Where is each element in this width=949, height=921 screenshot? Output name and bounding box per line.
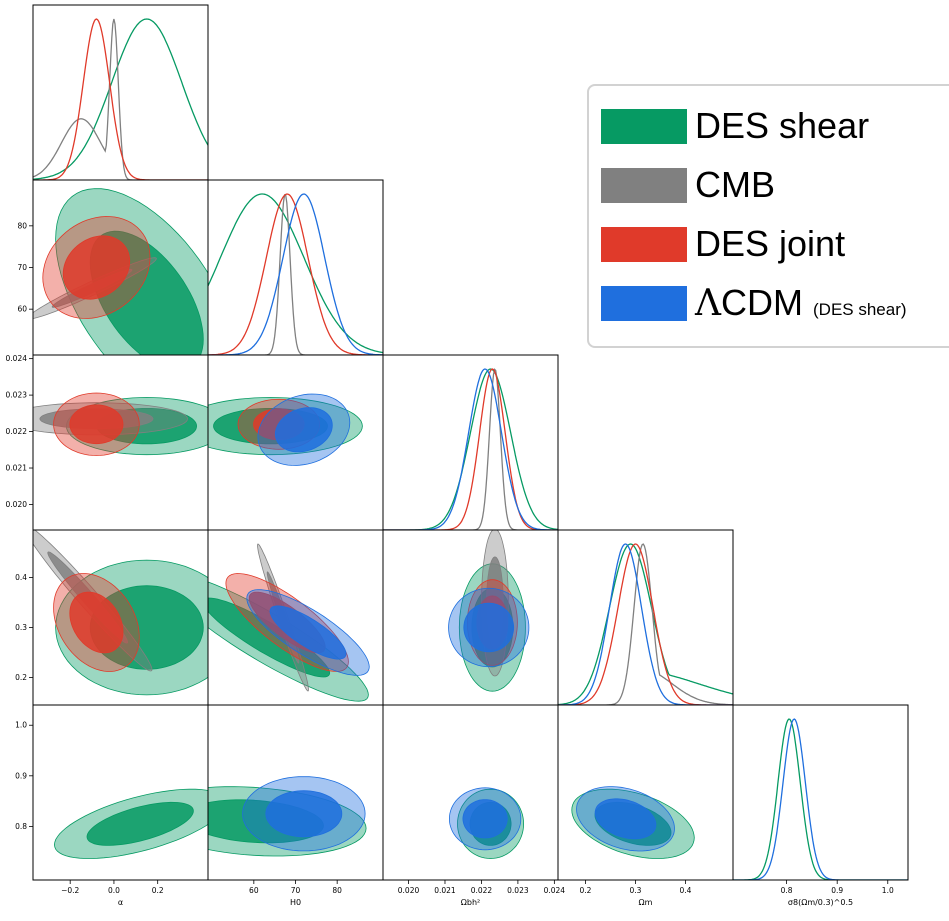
x-tick-label-ombh2: 0.023 xyxy=(507,886,529,895)
marginal-cdm-des-shear-S8 xyxy=(733,718,908,880)
contour-cdm-des-shear-Om-ombh2 xyxy=(448,587,530,668)
marginal-des-shear-Om xyxy=(558,543,733,705)
contour-des-joint-H0-alpha xyxy=(42,216,151,319)
y-tick-label-S8: 0.9 xyxy=(15,771,27,780)
legend-label-des-joint: DES joint xyxy=(695,223,846,264)
x-axis-label-S8: σ8(Ωm/0.3)^0.5 xyxy=(788,898,853,907)
marginal-cmb-Om xyxy=(558,543,733,705)
x-tick-label-S8: 0.8 xyxy=(781,886,793,895)
contour-68-cdm-des-shear xyxy=(463,602,515,653)
legend-item-des-shear: DES shear xyxy=(601,105,870,146)
marginal-cmb-ombh2 xyxy=(383,368,558,530)
legend-item-des-joint: DES joint xyxy=(601,223,846,264)
legend: DES shear CMB DES joint ΛCDM (DES shear) xyxy=(587,84,949,348)
lambda-symbol: Λ xyxy=(695,283,721,324)
x-tick-label-H0: 60 xyxy=(249,886,259,895)
y-tick-label-Om: 0.4 xyxy=(15,573,27,582)
marginal-des-joint-Om xyxy=(558,543,733,705)
marginal-des-shear-S8 xyxy=(733,718,908,880)
contour-68-des-joint xyxy=(62,235,131,300)
y-tick-label-H0: 80 xyxy=(17,221,27,230)
x-tick-label-ombh2: 0.022 xyxy=(471,886,493,895)
legend-item-lcdm: ΛCDM (DES shear) xyxy=(601,282,907,324)
y-tick-label-S8: 1.0 xyxy=(15,721,27,730)
x-axis-label-alpha: α xyxy=(118,898,123,907)
x-axis-label-H0: H0 xyxy=(290,898,301,907)
panel-frame-ombh2-ombh2 xyxy=(382,354,559,531)
contour-cdm-des-shear-S8-Om xyxy=(576,786,675,852)
marginal-des-shear-ombh2 xyxy=(383,368,558,530)
x-tick-label-alpha: −0.2 xyxy=(61,886,79,895)
y-tick-label-Om: 0.3 xyxy=(15,623,27,632)
y-tick-label-ombh2: 0.020 xyxy=(6,500,28,509)
legend-swatch-lcdm xyxy=(601,285,687,321)
legend-swatch-cmb xyxy=(601,167,687,203)
legend-item-cmb: CMB xyxy=(601,164,775,205)
y-tick-label-ombh2: 0.024 xyxy=(6,354,28,363)
x-axis-label-Om: Ωm xyxy=(639,898,653,907)
marginal-cmb-alpha xyxy=(33,18,208,180)
x-tick-label-ombh2: 0.020 xyxy=(398,886,420,895)
panel-frame-S8-S8 xyxy=(732,704,909,881)
x-axis-label-ombh2: Ωbh² xyxy=(461,898,480,907)
x-tick-label-H0: 80 xyxy=(332,886,342,895)
marginal-cdm-des-shear-H0 xyxy=(208,193,383,355)
contour-des-shear-S8-alpha xyxy=(53,788,208,859)
x-tick-label-alpha: 0.0 xyxy=(108,886,120,895)
contour-cdm-des-shear-S8-H0 xyxy=(242,776,366,852)
contour-68-des-joint xyxy=(69,404,124,445)
contour-des-joint-ombh2-alpha xyxy=(53,392,140,456)
marginal-des-shear-alpha xyxy=(33,18,208,180)
contour-cdm-des-shear-Om-H0 xyxy=(246,589,370,676)
x-tick-label-H0: 70 xyxy=(291,886,301,895)
x-tick-label-alpha: 0.2 xyxy=(152,886,164,895)
legend-swatch-des-joint xyxy=(601,226,687,262)
panel-frame-alpha-alpha xyxy=(32,4,209,181)
contour-68-des-joint xyxy=(69,591,124,654)
contour-cdm-des-shear-S8-ombh2 xyxy=(448,787,522,851)
x-tick-label-S8: 0.9 xyxy=(831,886,843,895)
contour-68-cdm-des-shear xyxy=(462,799,508,839)
y-tick-label-H0: 60 xyxy=(17,305,27,314)
y-tick-label-ombh2: 0.021 xyxy=(6,464,28,473)
marginal-des-shear-H0 xyxy=(208,193,383,354)
contour-cdm-des-shear-ombh2-H0 xyxy=(257,393,351,466)
x-tick-label-Om: 0.2 xyxy=(580,886,592,895)
marginal-cdm-des-shear-ombh2 xyxy=(383,368,558,530)
panel-frame-Om-Om xyxy=(557,529,734,706)
x-tick-label-ombh2: 0.021 xyxy=(434,886,456,895)
lcdm-suffix: (DES shear) xyxy=(813,300,907,319)
contour-68-cdm-des-shear xyxy=(594,798,657,840)
contour-68-cdm-des-shear xyxy=(269,605,347,660)
marginal-des-joint-alpha xyxy=(33,18,208,180)
contour-des-joint-Om-alpha xyxy=(53,573,140,672)
y-tick-label-ombh2: 0.022 xyxy=(6,427,28,436)
marginal-cmb-H0 xyxy=(208,194,383,355)
contour-68-cdm-des-shear xyxy=(265,790,343,838)
legend-swatch-des-shear xyxy=(601,108,687,144)
legend-label-des-shear: DES shear xyxy=(695,105,870,146)
contour-68-des-shear xyxy=(86,801,194,846)
legend-label-lcdm: ΛCDM (DES shear) xyxy=(695,282,907,324)
x-tick-label-Om: 0.3 xyxy=(630,886,642,895)
x-tick-label-S8: 1.0 xyxy=(882,886,894,895)
y-tick-label-H0: 70 xyxy=(17,263,27,272)
x-tick-label-ombh2: 0.024 xyxy=(544,886,566,895)
y-tick-label-Om: 0.2 xyxy=(15,673,27,682)
marginal-cdm-des-shear-Om xyxy=(558,543,733,705)
lcdm-text: CDM xyxy=(721,282,803,323)
contour-68-cdm-des-shear xyxy=(274,407,333,453)
x-tick-label-Om: 0.4 xyxy=(680,886,692,895)
marginal-des-joint-ombh2 xyxy=(383,368,558,530)
legend-label-cmb: CMB xyxy=(695,164,775,205)
y-tick-label-ombh2: 0.023 xyxy=(6,391,28,400)
y-tick-label-S8: 0.8 xyxy=(15,822,27,831)
